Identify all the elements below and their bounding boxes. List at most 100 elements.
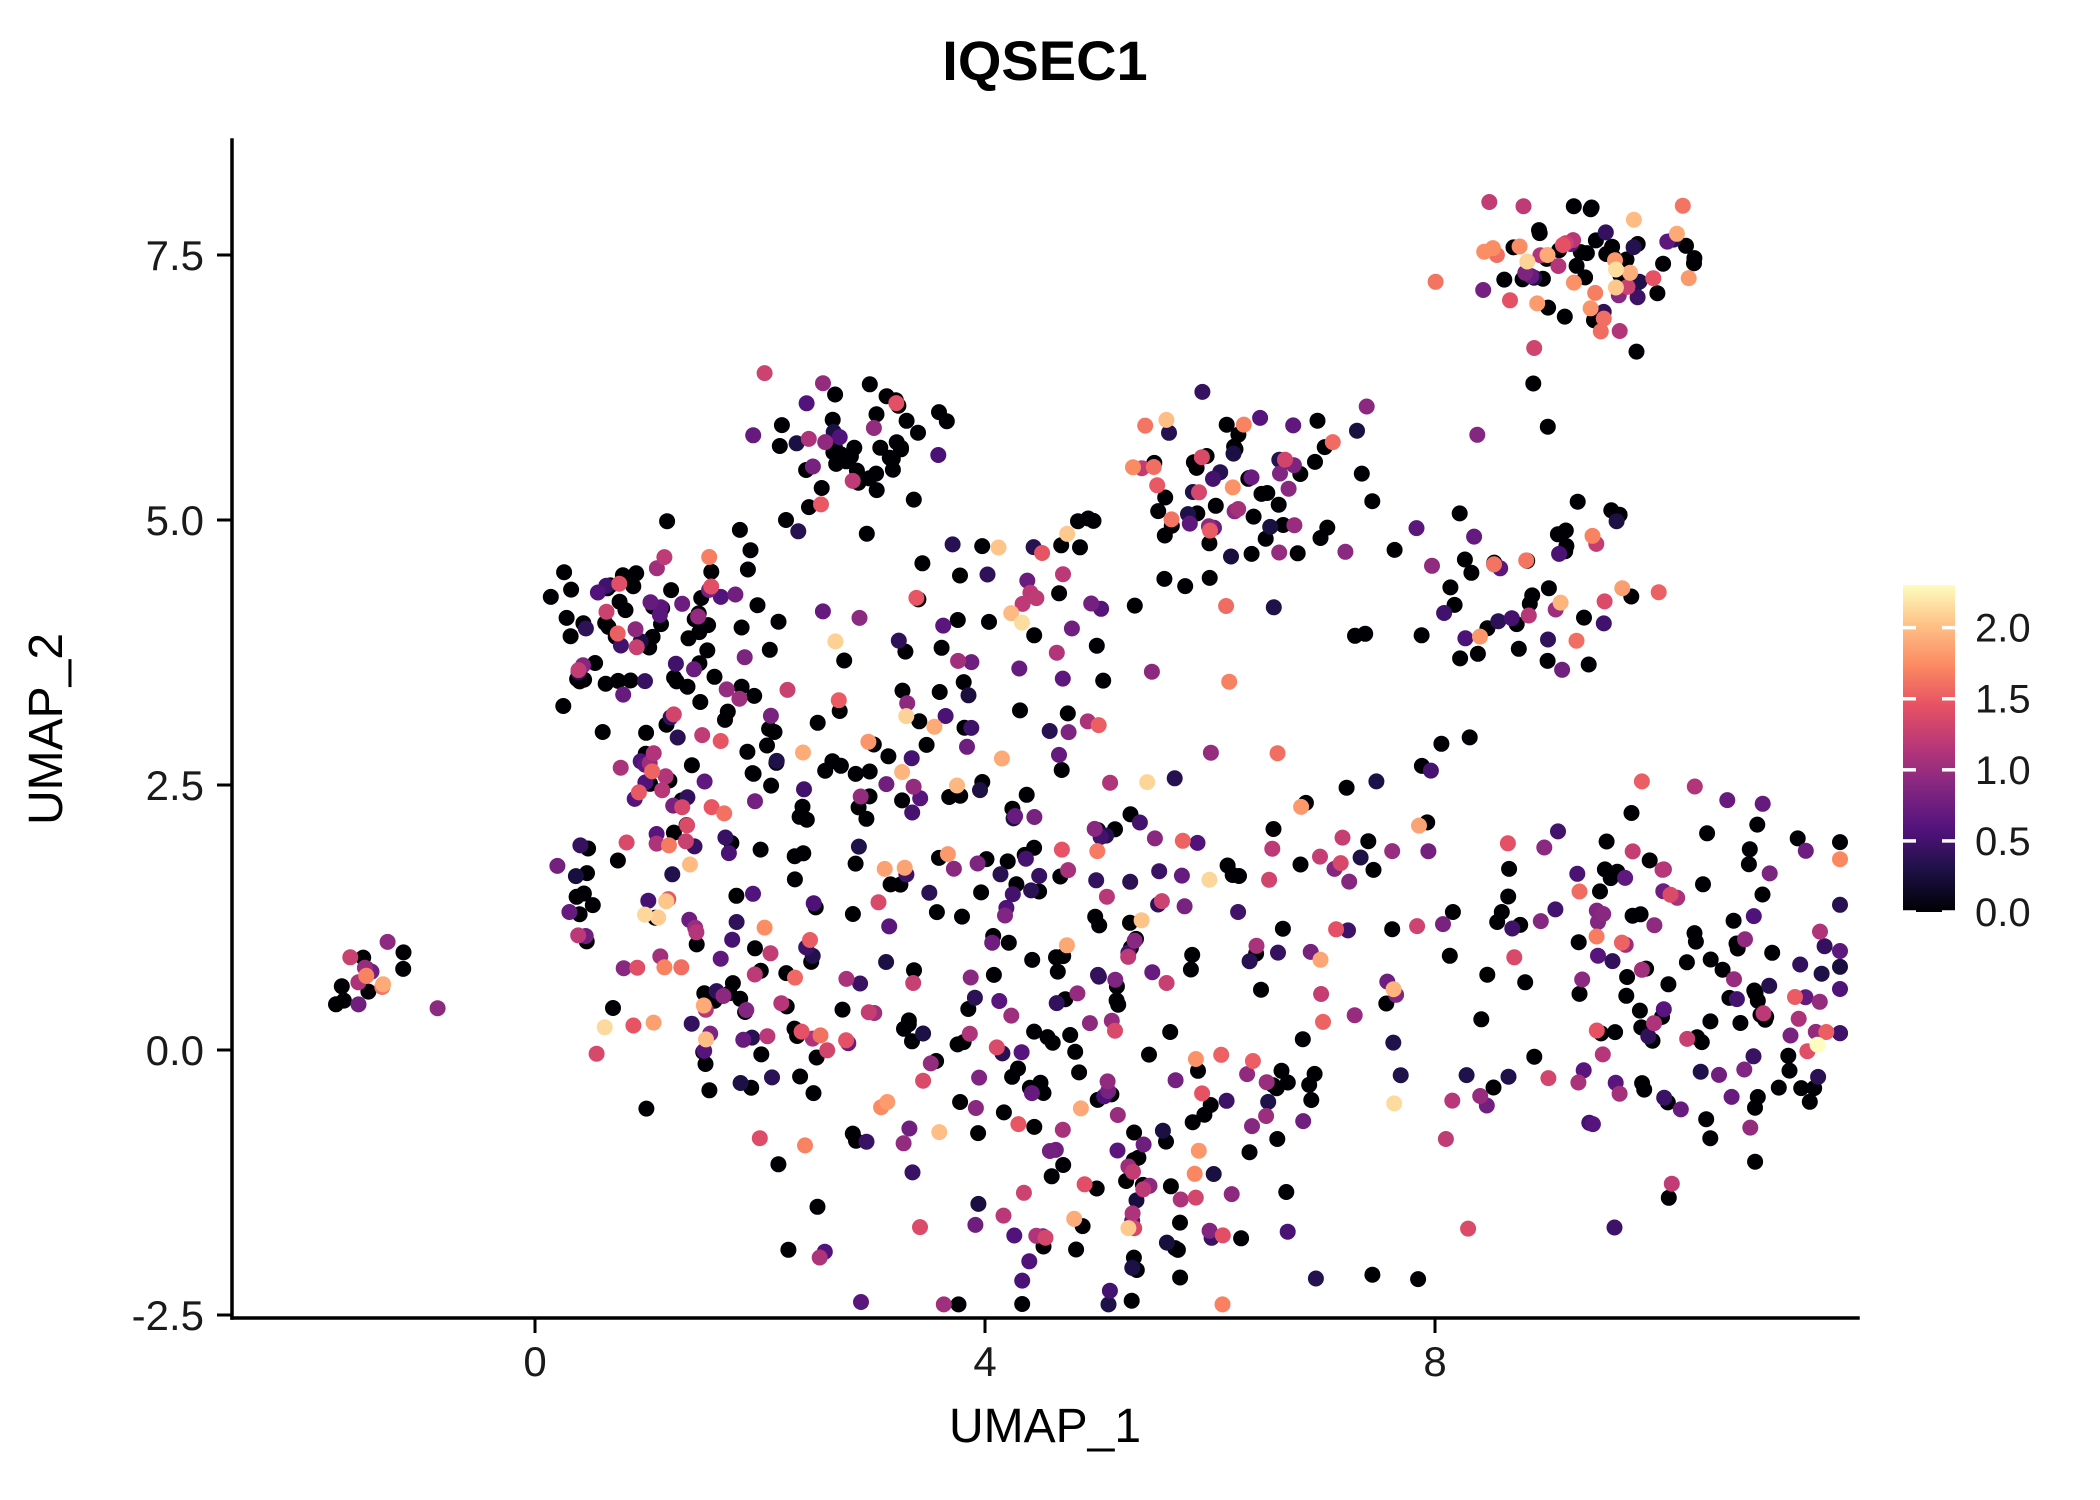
data-point: [615, 686, 632, 703]
data-point: [1812, 923, 1828, 940]
data-point: [350, 996, 367, 1013]
data-point: [967, 1100, 984, 1116]
data-point: [677, 833, 694, 850]
data-point: [809, 1198, 826, 1215]
data-point: [1261, 871, 1278, 888]
data-point: [1233, 1230, 1250, 1247]
data-point: [1026, 1118, 1043, 1135]
data-point: [922, 1055, 939, 1072]
data-point: [984, 934, 1001, 951]
data-point: [768, 752, 785, 769]
data-point: [637, 906, 653, 923]
data-point: [1608, 261, 1624, 278]
data-point: [1368, 773, 1385, 790]
data-point: [988, 1039, 1005, 1056]
data-point: [1754, 886, 1771, 903]
data-point: [884, 450, 901, 467]
data-point: [868, 406, 885, 423]
data-point: [703, 578, 720, 595]
data-point: [695, 997, 712, 1014]
data-point: [1258, 1074, 1275, 1091]
data-point: [1422, 762, 1439, 779]
data-point: [1048, 644, 1065, 661]
data-point: [858, 525, 875, 542]
data-point: [1337, 543, 1354, 560]
data-point: [1576, 609, 1592, 626]
data-point: [1081, 1015, 1098, 1032]
data-point: [663, 582, 680, 599]
data-point: [1088, 1180, 1105, 1197]
data-point: [952, 1094, 969, 1110]
data-point: [790, 523, 807, 540]
data-point: [744, 765, 761, 782]
data-point: [1174, 832, 1191, 849]
data-point: [1793, 1080, 1810, 1097]
chart-title: IQSEC1: [942, 29, 1147, 92]
data-point: [683, 1015, 700, 1032]
data-point: [770, 613, 787, 630]
data-point: [751, 1130, 768, 1147]
data-point: [992, 866, 1009, 883]
data-point: [1100, 1296, 1117, 1313]
data-point: [1162, 1024, 1179, 1040]
data-point: [1519, 253, 1536, 270]
data-point: [699, 642, 716, 659]
y-tick-label: 7.5: [146, 232, 204, 279]
data-point: [1550, 823, 1566, 840]
data-point: [1539, 652, 1556, 669]
data-point: [1141, 1046, 1157, 1063]
data-point: [898, 412, 915, 429]
data-point: [809, 714, 826, 731]
data-point: [1292, 856, 1309, 873]
data-point: [1832, 851, 1848, 868]
data-point: [1441, 947, 1458, 964]
data-point: [733, 619, 750, 636]
data-point: [960, 687, 977, 704]
data-point: [1570, 934, 1587, 951]
data-point: [1059, 525, 1076, 542]
data-point: [746, 687, 763, 704]
data-point: [1540, 631, 1556, 648]
data-point: [1594, 1046, 1611, 1063]
data-point: [1122, 873, 1139, 890]
data-point: [733, 678, 750, 695]
data-point: [1436, 605, 1453, 621]
data-point: [1625, 211, 1642, 228]
data-point: [911, 713, 928, 730]
data-point: [558, 609, 575, 626]
data-point: [1151, 863, 1168, 880]
data-point: [1654, 861, 1671, 878]
data-point: [1629, 289, 1646, 306]
data-point: [1067, 1043, 1084, 1060]
data-point: [1504, 920, 1521, 937]
data-point: [1726, 971, 1742, 988]
data-point: [1163, 511, 1180, 528]
data-point: [1424, 557, 1440, 574]
data-point: [792, 1068, 809, 1085]
data-point: [1225, 445, 1242, 462]
data-point: [1213, 1046, 1230, 1063]
data-point: [1832, 1025, 1848, 1042]
data-point: [712, 588, 729, 605]
data-point: [1698, 1111, 1715, 1128]
data-point: [1252, 409, 1269, 426]
data-point: [1058, 937, 1075, 954]
data-point: [1384, 921, 1401, 938]
data-point: [846, 439, 863, 456]
data-point: [1026, 809, 1043, 825]
data-point: [1611, 1085, 1628, 1102]
data-point: [1493, 904, 1510, 920]
data-point: [669, 729, 686, 746]
data-point: [1469, 426, 1486, 443]
data-point: [724, 975, 741, 992]
data-point: [926, 718, 943, 735]
data-point: [1241, 953, 1258, 970]
data-point: [1120, 1220, 1137, 1237]
data-point: [1588, 1022, 1605, 1039]
data-point: [1053, 762, 1070, 778]
data-point: [650, 909, 667, 926]
data-point: [701, 1082, 718, 1099]
data-point: [1177, 578, 1194, 595]
data-point: [1623, 805, 1640, 821]
